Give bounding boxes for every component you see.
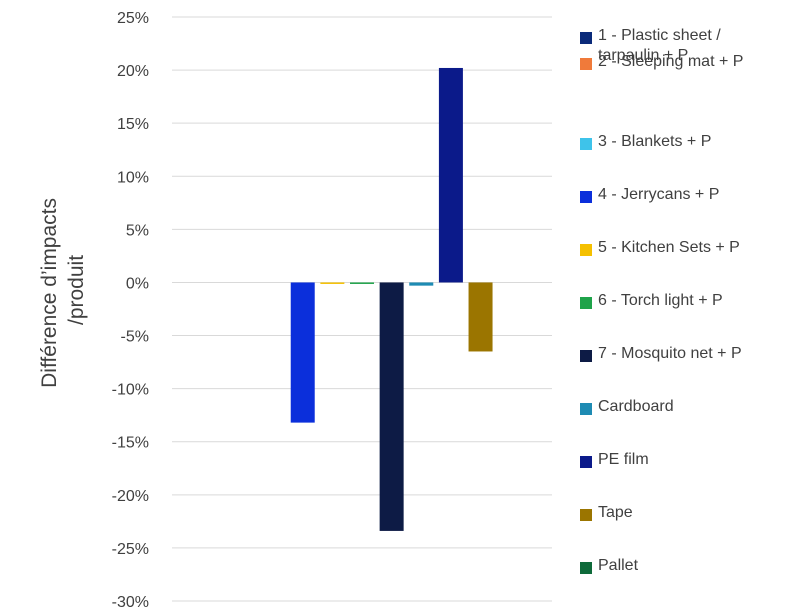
bars: [290, 67, 493, 531]
gridlines: [172, 16, 552, 602]
y-tick-label: 10%: [117, 169, 149, 186]
bar-5: [320, 282, 345, 284]
legend-label: 1 - Plastic sheet / tarpaulin + P: [598, 27, 721, 64]
legend-label: 3 - Blankets + P: [598, 133, 712, 150]
y-tick-label: 20%: [117, 63, 149, 80]
bar-9: [438, 67, 463, 283]
bar-6: [350, 282, 374, 284]
legend-item: Tape: [580, 503, 798, 523]
legend-swatch: [580, 403, 592, 415]
legend-label: Pallet: [598, 557, 639, 574]
legend-item: PE film: [580, 450, 798, 470]
y-axis-title-line-1: Différence d’impacts: [38, 198, 61, 388]
legend-swatch: [580, 191, 592, 203]
legend-label: PE film: [598, 451, 649, 468]
legend-item: 7 - Mosquito net + P: [580, 344, 798, 364]
legend-swatch: [580, 138, 592, 150]
legend-swatch: [580, 456, 592, 468]
bar-7: [379, 282, 404, 531]
y-axis-ticks: 25% 20% 15% 10% 5% 0% -5% -10% -15% -20% -25% -30%: [112, 10, 149, 611]
legend-item: Pallet: [580, 556, 798, 576]
bar-8: [409, 282, 434, 286]
legend-swatch: [580, 32, 592, 44]
legend-label: 7 - Mosquito net + P: [598, 345, 742, 362]
y-tick-label: -10%: [112, 382, 149, 399]
legend-label: 2 - Sleeping mat + P: [598, 53, 744, 70]
legend-label: Cardboard: [598, 398, 674, 415]
legend-item: 6 - Torch light + P: [580, 291, 798, 311]
legend-item: 2 - Sleeping mat + P: [580, 52, 798, 72]
legend-item: 3 - Blankets + P: [580, 132, 798, 152]
legend-label: 5 - Kitchen Sets + P: [598, 239, 740, 256]
y-tick-label: -25%: [112, 541, 149, 558]
legend-swatch: [580, 244, 592, 256]
legend-label: 6 - Torch light + P: [598, 292, 723, 309]
y-tick-label: 25%: [117, 10, 149, 27]
legend-swatch: [580, 509, 592, 521]
legend-swatch: [580, 350, 592, 362]
legend-label: Tape: [598, 504, 633, 521]
y-tick-label: -30%: [112, 594, 149, 611]
legend-swatch: [580, 562, 592, 574]
legend-label: 4 - Jerrycans + P: [598, 186, 720, 203]
legend-item: 1 - Plastic sheet / tarpaulin + P: [580, 26, 768, 66]
legend-swatch: [580, 297, 592, 309]
legend-swatch: [580, 58, 592, 70]
legend-item: 5 - Kitchen Sets + P: [580, 238, 798, 258]
y-tick-label: -5%: [121, 329, 149, 346]
legend-item: 4 - Jerrycans + P: [580, 185, 798, 205]
y-tick-label: 5%: [126, 222, 149, 239]
legend-item: Cardboard: [580, 397, 798, 417]
y-axis-title: Différence d’impacts /produit: [38, 192, 88, 388]
y-axis-title-line-2: /produit: [65, 255, 88, 325]
y-tick-label: -15%: [112, 435, 149, 452]
bar-10: [468, 282, 493, 352]
bar-4: [290, 282, 315, 423]
y-tick-label: 0%: [126, 275, 149, 292]
y-tick-label: -20%: [112, 488, 149, 505]
y-tick-label: 15%: [117, 116, 149, 133]
